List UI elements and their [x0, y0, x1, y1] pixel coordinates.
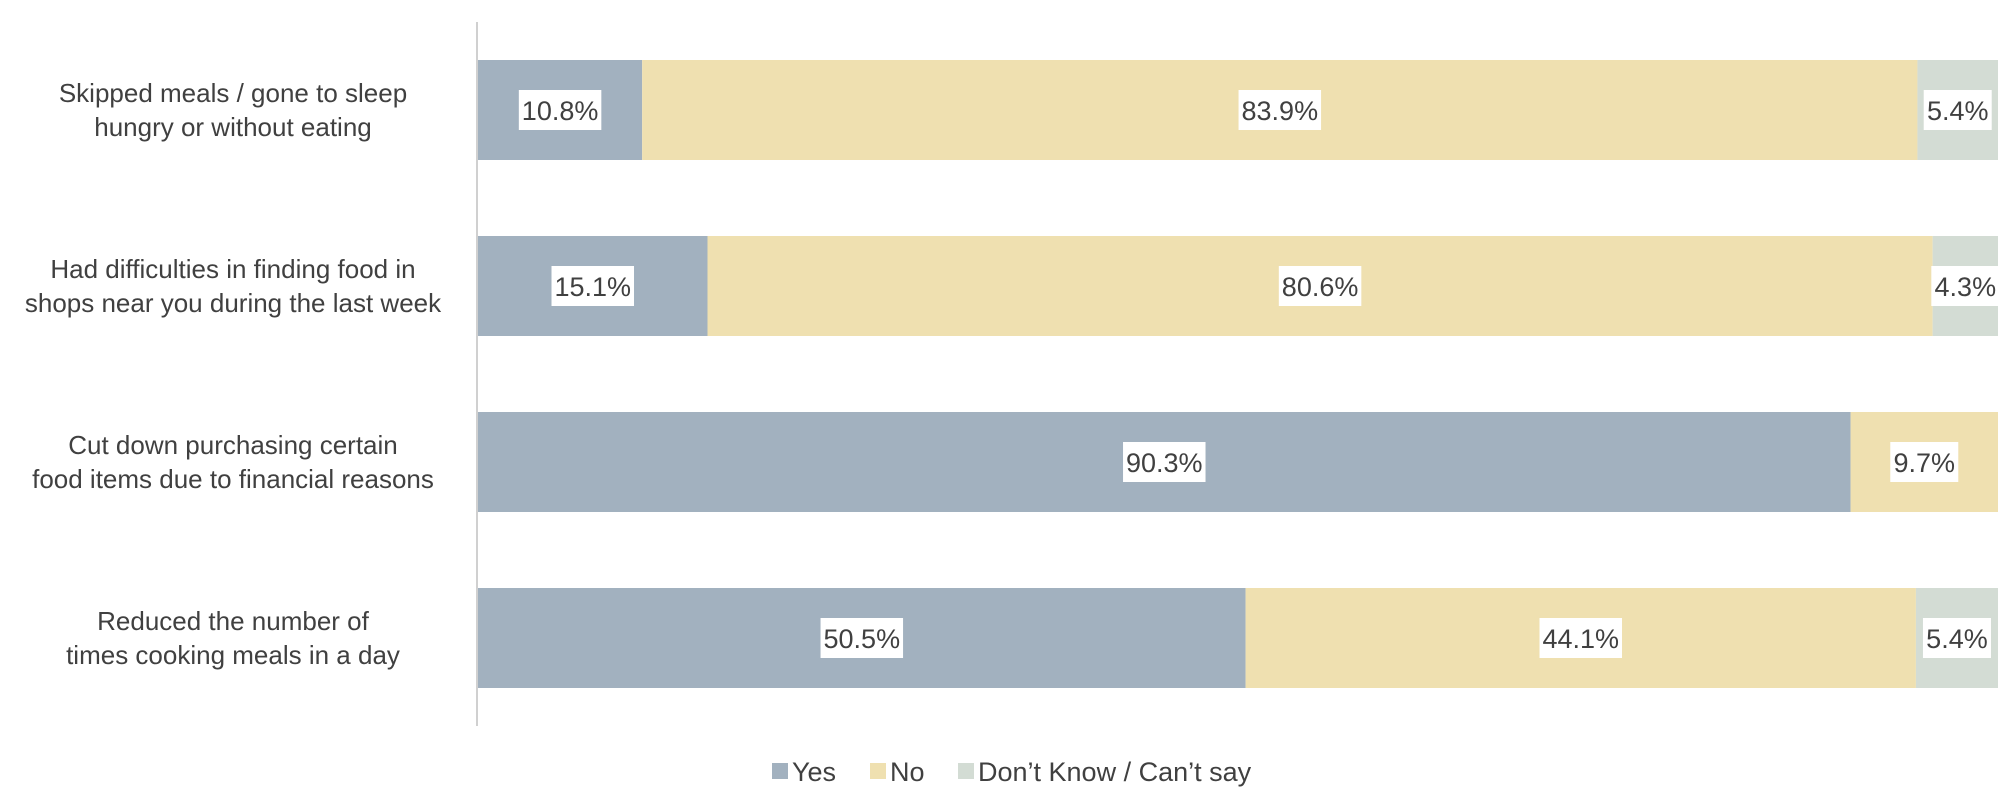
category-label: Cut down purchasing certain food items du… — [32, 430, 434, 494]
data-label: 15.1% — [554, 272, 631, 302]
data-label-box — [1539, 618, 1623, 658]
data-label-box — [1922, 618, 1991, 658]
category-label-line: food items due to financial reasons — [32, 464, 434, 494]
data-label: 44.1% — [1542, 624, 1619, 654]
category-label-line: shops near you during the last week — [25, 288, 442, 318]
legend-swatch — [772, 763, 788, 779]
data-label: 5.4% — [1926, 624, 1988, 654]
legend-label: Don’t Know / Can’t say — [978, 757, 1252, 787]
data-label: 90.3% — [1126, 448, 1203, 478]
data-label-box — [518, 90, 602, 130]
legend-label: Yes — [792, 757, 836, 787]
legend-label: No — [890, 757, 925, 787]
bars-group: 10.8% 83.9% 5.4% 15.1% 80.6% 4.3% 90.3% 9.7% 50.… — [478, 60, 2000, 688]
category-label: Reduced the number of times cooking meals… — [66, 606, 400, 670]
category-label-line: Cut down purchasing certain — [68, 430, 398, 460]
data-label-box — [1238, 90, 1322, 130]
category-label-line: times cooking meals in a day — [66, 640, 400, 670]
category-label: Had difficulties in finding food in shops… — [25, 254, 442, 318]
category-label-line: Reduced the number of — [97, 606, 370, 636]
data-label: 83.9% — [1242, 96, 1319, 126]
category-labels-group: Skipped meals / gone to sleep hungry or w… — [25, 78, 442, 670]
category-label-line: Skipped meals / gone to sleep — [59, 78, 407, 108]
data-label-box — [1123, 442, 1206, 482]
legend-swatch — [870, 763, 886, 779]
data-label: 50.5% — [824, 624, 901, 654]
category-label: Skipped meals / gone to sleep hungry or w… — [59, 78, 407, 142]
data-label: 4.3% — [1935, 272, 1997, 302]
data-label: 9.7% — [1894, 448, 1956, 478]
category-label-line: hungry or without eating — [94, 112, 372, 142]
data-label-box — [1923, 90, 1992, 130]
data-label: 5.4% — [1927, 96, 1989, 126]
data-label-box — [1278, 266, 1362, 306]
data-label: 10.8% — [522, 96, 599, 126]
data-label-box — [1890, 442, 1959, 482]
category-label-line: Had difficulties in finding food in — [50, 254, 415, 284]
data-label-box — [1931, 266, 2000, 306]
data-label-box — [551, 266, 635, 306]
data-label: 80.6% — [1282, 272, 1359, 302]
legend: Yes No Don’t Know / Can’t say — [772, 757, 1252, 787]
legend-swatch — [958, 763, 974, 779]
data-label-box — [820, 618, 904, 658]
